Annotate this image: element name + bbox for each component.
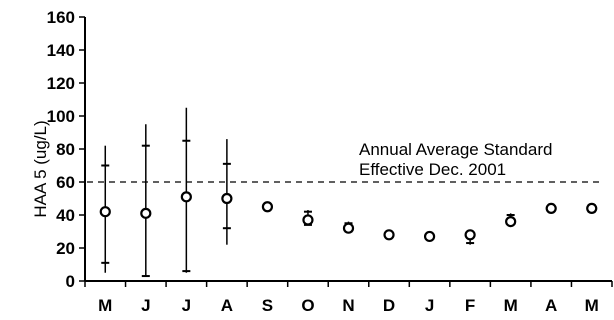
data-point	[140, 207, 152, 219]
x-tick-label: J	[425, 296, 434, 315]
x-tick-label: A	[545, 296, 557, 315]
data-point	[586, 202, 598, 214]
data-points	[99, 191, 598, 243]
data-point	[505, 216, 517, 228]
data-point	[302, 214, 314, 226]
reference-line-annotation-2: Effective Dec. 2001	[359, 160, 506, 179]
data-point	[221, 192, 233, 205]
y-tick-label: 40	[56, 206, 75, 225]
x-tick-label: J	[141, 296, 150, 315]
range-bars	[101, 107, 596, 278]
data-point	[545, 202, 557, 214]
data-point	[261, 201, 274, 213]
y-tick-label: 160	[47, 8, 75, 27]
x-tick-label: M	[585, 296, 599, 315]
x-tick-label: D	[383, 296, 395, 315]
x-tick-label: J	[182, 296, 191, 315]
x-tick-label: S	[262, 296, 273, 315]
x-tick-label: M	[98, 296, 112, 315]
y-tick-label: 140	[47, 41, 75, 60]
data-point	[99, 206, 111, 218]
y-tick-label: 20	[56, 239, 75, 258]
y-axis: 0 20 40 60 80 100 120 140 160	[47, 8, 86, 291]
x-tick-label: O	[301, 296, 314, 315]
x-tick-label: F	[465, 296, 475, 315]
y-tick-label: 0	[66, 272, 75, 291]
data-point	[464, 229, 476, 241]
y-tick-label: 100	[47, 107, 75, 126]
x-tick-label: A	[221, 296, 233, 315]
data-point	[423, 230, 436, 243]
data-point	[342, 222, 355, 234]
data-point	[180, 191, 192, 203]
y-tick-label: 80	[56, 140, 75, 159]
data-point	[383, 229, 395, 241]
y-tick-label: 120	[47, 74, 75, 93]
y-tick-label: 60	[56, 173, 75, 192]
reference-line-annotation-1: Annual Average Standard	[359, 140, 552, 159]
y-axis-label: HAA 5 (ug/L)	[31, 120, 50, 217]
x-tick-label: M	[504, 296, 518, 315]
x-tick-label: N	[342, 296, 354, 315]
